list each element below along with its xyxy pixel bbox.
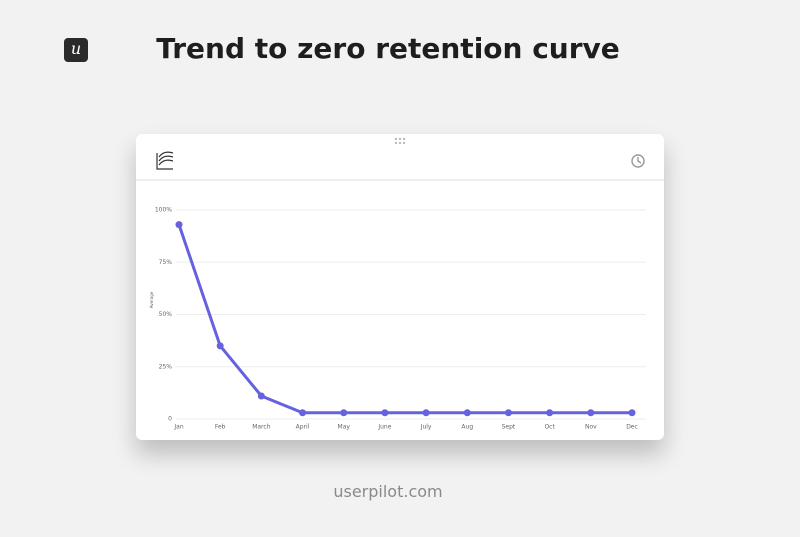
x-tick-label: July <box>420 424 432 431</box>
x-tick-label: Oct <box>544 424 555 431</box>
line <box>177 224 632 415</box>
x-tick-label: April <box>296 424 310 431</box>
chart-card: Average 0 25% 50% 75% 100% Jan Feb March April Ma… <box>136 134 664 440</box>
x-tick-label: Nov <box>585 424 597 431</box>
logo: u <box>64 38 88 62</box>
y-tick-label: 75% <box>159 259 173 266</box>
point <box>381 409 389 417</box>
y-tick-label: 0 <box>168 416 172 423</box>
y-tick-label: 50% <box>159 311 173 318</box>
point <box>587 409 595 417</box>
x-tick-label: Aug <box>461 424 473 431</box>
y-axis-label: Average <box>149 291 154 308</box>
chart-icon[interactable] <box>156 151 174 170</box>
x-tick-label: June <box>377 424 391 431</box>
title: Trend to zero retention curve <box>156 32 620 65</box>
x-tick-label: May <box>338 424 351 431</box>
x-tick-label: Dec <box>626 424 638 431</box>
x-tick-label: Sept <box>502 424 516 431</box>
x-tick-label: Jan <box>173 424 183 431</box>
footer: userpilot.com <box>333 482 443 501</box>
y-tick-label: 100% <box>155 207 172 214</box>
y-tick-label: 25% <box>159 363 173 370</box>
chart: Average 0 25% 50% 75% 100% Jan Feb March April Ma… <box>136 137 664 431</box>
point <box>299 409 307 417</box>
drag-handle[interactable] <box>394 137 406 145</box>
point <box>546 409 554 417</box>
history-icon[interactable] <box>631 154 645 168</box>
x-tick-label: March <box>252 424 270 431</box>
point <box>504 409 512 417</box>
point <box>340 409 348 417</box>
x-tick-label: Feb <box>215 424 226 431</box>
point <box>216 342 224 350</box>
point <box>257 392 265 400</box>
point <box>422 409 430 417</box>
point <box>463 409 471 417</box>
point <box>175 221 183 229</box>
point <box>628 409 636 417</box>
